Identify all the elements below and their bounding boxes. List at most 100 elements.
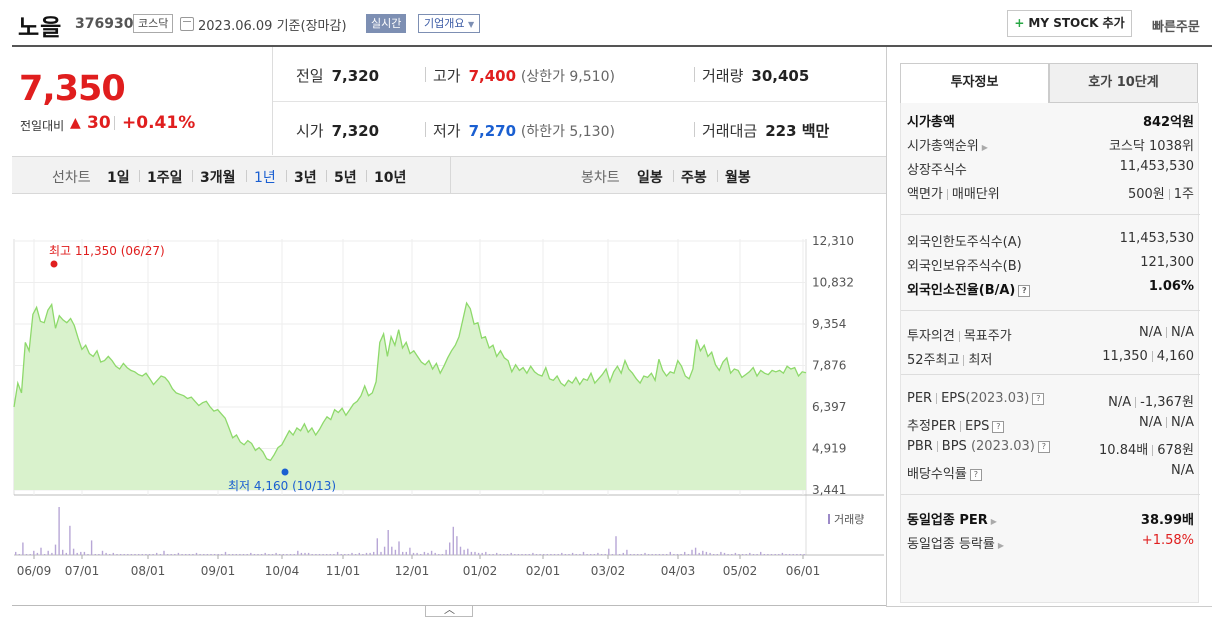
info-row: 외국인소진율(B/A)? 1.06%	[907, 279, 1194, 299]
tab-order-book[interactable]: 호가 10단계	[1049, 63, 1198, 103]
candle-weekly[interactable]: 주봉	[681, 170, 707, 186]
x-tick-label: 04/03	[661, 564, 696, 578]
pbr-bps-label: PBR BPS (2023.03)?	[907, 439, 1050, 454]
volume-bar	[658, 554, 661, 555]
mini-separator	[946, 189, 948, 200]
volume-bar	[673, 554, 675, 555]
quick-order-button[interactable]: 빠른주문	[1152, 20, 1200, 35]
help-icon[interactable]: ?	[1037, 440, 1050, 453]
add-my-stock-button[interactable]: + MY STOCK 추가	[1007, 10, 1132, 37]
collapse-chart-button[interactable]: ︿	[425, 603, 473, 617]
volume-bar	[669, 551, 671, 555]
volume-bar	[376, 538, 378, 555]
volume-bar	[76, 552, 78, 555]
target-label: 목표주가	[963, 329, 1012, 344]
volume-bar	[543, 554, 545, 555]
company-overview-dropdown[interactable]: 기업개요 ▼	[418, 14, 481, 33]
period-3y[interactable]: 3년	[294, 170, 317, 186]
info-row: 추정PER EPS? N/A N/A	[907, 415, 1194, 435]
period-10y[interactable]: 10년	[374, 170, 407, 186]
mini-separator	[1166, 417, 1167, 428]
sector-per-link[interactable]: 동일업종 PER ▶	[907, 509, 997, 528]
per-eps-value: N/A -1,367원	[1108, 391, 1194, 410]
foreign-ratio-label-wrap: 외국인소진율(B/A)?	[907, 279, 1031, 298]
price-chart[interactable]: 12,310 10,832 9,354 7,876 6,397 4,919 3,441 06…	[0, 195, 886, 605]
volume-bar	[127, 554, 129, 555]
volume-bar	[778, 554, 780, 555]
candle-monthly[interactable]: 월봉	[725, 170, 751, 186]
volume-bar	[29, 554, 31, 555]
volume-bar	[604, 554, 606, 555]
volume-bar	[253, 554, 256, 555]
volume-bar	[188, 554, 190, 555]
x-tick-label: 11/01	[326, 564, 361, 578]
period-1d[interactable]: 1일	[107, 170, 130, 186]
sector-change-link[interactable]: 동일업종 등락률 ▶	[907, 533, 1004, 552]
w52-low-label: 최저	[968, 353, 993, 368]
volume-bar	[195, 552, 198, 555]
sector-per-value: 38.99배	[1140, 513, 1194, 528]
market-cap-rank-link[interactable]: 시가총액순위 ▶	[907, 135, 988, 154]
volume-bar	[792, 554, 794, 555]
volume-bar	[369, 552, 371, 555]
chart-period-bar: 선차트 1일 1주일 3개월 1년 3년 5년 10년 봉차트 일봉 주봉 월봉	[12, 156, 886, 194]
volume-bar	[481, 552, 483, 555]
chevron-up-icon: ︿	[444, 603, 455, 616]
foreign-limit-label: 외국인한도주식수(A)	[907, 235, 1022, 250]
volume-bar	[322, 554, 324, 555]
volume-bar	[539, 554, 541, 555]
up-arrow-icon: ▲	[70, 115, 81, 131]
volume-bar	[318, 554, 321, 555]
volume-bar	[94, 554, 96, 555]
volume-bar	[72, 548, 75, 555]
market-cap-rank-value: 코스닥 1038위	[1108, 139, 1194, 154]
info-row: 52주최고 최저 11,350 4,160	[907, 349, 1194, 369]
trade-value-label: 거래대금	[702, 122, 758, 140]
help-icon[interactable]: ?	[992, 420, 1005, 433]
chart-bottom-divider	[12, 605, 886, 606]
volume-bar	[416, 552, 418, 555]
chevron-down-icon: ▼	[467, 20, 475, 29]
info-row: 배당수익률? N/A	[907, 463, 1194, 483]
period-1w[interactable]: 1주일	[147, 170, 183, 186]
stats-separator	[425, 122, 426, 137]
candle-daily[interactable]: 일봉	[637, 170, 663, 186]
period-3m[interactable]: 3개월	[200, 170, 236, 186]
volume-bar	[550, 554, 552, 555]
volume-bar	[282, 554, 284, 555]
foreign-ratio-value: 1.06%	[1148, 279, 1194, 294]
volume-bar	[51, 552, 53, 555]
volume-bar	[307, 552, 310, 555]
volume-bar	[181, 554, 183, 555]
volume-bar	[166, 554, 169, 555]
add-my-stock-label: MY STOCK 추가	[1028, 16, 1125, 30]
volume-bar	[134, 554, 136, 555]
lower-limit: (하한가 5,130)	[520, 124, 615, 140]
high-price: 고가 7,400 (상한가 9,510)	[433, 65, 615, 86]
volume-bar	[485, 551, 487, 555]
volume-bar	[666, 554, 668, 555]
open-label: 시가	[296, 122, 324, 140]
help-icon[interactable]: ?	[1018, 284, 1031, 297]
stats-separator	[425, 67, 426, 82]
period-1y[interactable]: 1년	[254, 170, 276, 186]
realtime-button[interactable]: 실시간	[366, 14, 407, 33]
help-icon[interactable]: ?	[1032, 392, 1045, 405]
volume-bar	[402, 551, 404, 555]
bps-value: 678원	[1157, 443, 1194, 458]
investment-info-table: 시가총액 842억원 시가총액순위 ▶ 코스닥 1038위 상장주식수 11,453,5…	[900, 103, 1200, 603]
volume-bar	[58, 507, 60, 555]
period-5y[interactable]: 5년	[334, 170, 357, 186]
period-separator	[717, 170, 718, 182]
info-row: PBR BPS (2023.03)? 10.84배 678원	[907, 439, 1194, 459]
volume-bar	[763, 554, 765, 555]
tab-investment-info[interactable]: 투자정보	[900, 63, 1049, 103]
volume-bar	[54, 544, 57, 555]
volume-bar	[727, 554, 729, 555]
stock-code: 376930	[75, 16, 134, 32]
period-separator	[673, 170, 674, 182]
volume-bar	[170, 554, 172, 555]
volume-bar	[582, 551, 585, 555]
volume-bar	[633, 554, 635, 555]
help-icon[interactable]: ?	[969, 468, 982, 481]
